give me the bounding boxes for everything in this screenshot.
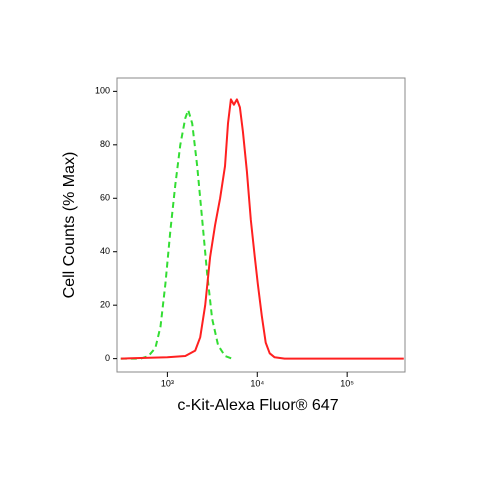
y-tick-label: 80: [100, 139, 110, 149]
y-tick-label: 60: [100, 193, 110, 203]
series-line: [120, 98, 404, 360]
y-tick-label: 0: [105, 353, 110, 363]
y-axis-label: Cell Counts (% Max): [61, 152, 78, 299]
x-axis-label: c-Kit-Alexa Fluor® 647: [177, 397, 338, 414]
x-tick-label: 10³: [161, 378, 174, 388]
series-line: [120, 109, 233, 360]
x-tick-label: 10⁴: [250, 378, 264, 388]
y-tick-label: 40: [100, 246, 110, 256]
y-tick-label: 20: [100, 300, 110, 310]
y-tick-label: 100: [95, 86, 110, 96]
plot-frame: [116, 77, 406, 373]
x-tick-label: 10⁵: [340, 378, 354, 388]
